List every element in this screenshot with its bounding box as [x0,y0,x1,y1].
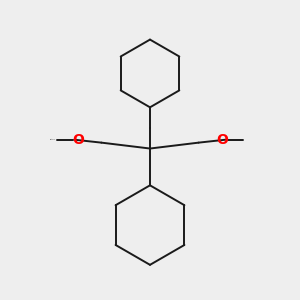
Text: O: O [72,133,84,147]
Text: O: O [216,133,228,147]
Text: methoxy: methoxy [50,138,56,140]
